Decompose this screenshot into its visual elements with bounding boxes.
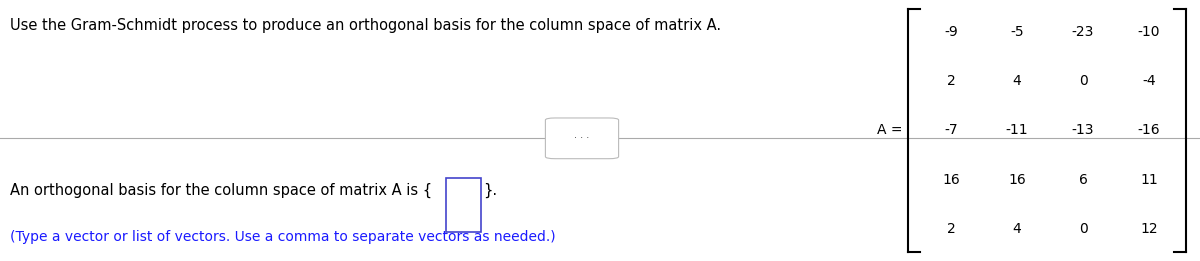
Text: 16: 16 (1008, 173, 1026, 187)
Text: An orthogonal basis for the column space of matrix A is {: An orthogonal basis for the column space… (10, 183, 432, 198)
Text: 4: 4 (1013, 74, 1021, 88)
Text: 2: 2 (947, 74, 955, 88)
Text: 0: 0 (1079, 222, 1087, 236)
Text: -5: -5 (1010, 25, 1024, 39)
Text: Use the Gram-Schmidt process to produce an orthogonal basis for the column space: Use the Gram-Schmidt process to produce … (10, 18, 721, 33)
Text: -10: -10 (1138, 25, 1160, 39)
Text: 16: 16 (942, 173, 960, 187)
Text: -13: -13 (1072, 123, 1094, 138)
Text: -23: -23 (1072, 25, 1094, 39)
Text: 2: 2 (947, 222, 955, 236)
FancyBboxPatch shape (545, 118, 619, 159)
Text: 4: 4 (1013, 222, 1021, 236)
Text: 12: 12 (1140, 222, 1158, 236)
Text: -9: -9 (944, 25, 958, 39)
Text: -16: -16 (1138, 123, 1160, 138)
Text: }.: }. (484, 183, 498, 198)
Text: · · ·: · · · (575, 133, 589, 143)
Text: -11: -11 (1006, 123, 1028, 138)
Text: A =: A = (877, 123, 902, 138)
Text: 6: 6 (1079, 173, 1087, 187)
Text: -7: -7 (944, 123, 958, 138)
Text: -4: -4 (1142, 74, 1156, 88)
Text: (Type a vector or list of vectors. Use a comma to separate vectors as needed.): (Type a vector or list of vectors. Use a… (10, 230, 556, 244)
Text: 0: 0 (1079, 74, 1087, 88)
FancyBboxPatch shape (446, 178, 481, 232)
Text: 11: 11 (1140, 173, 1158, 187)
